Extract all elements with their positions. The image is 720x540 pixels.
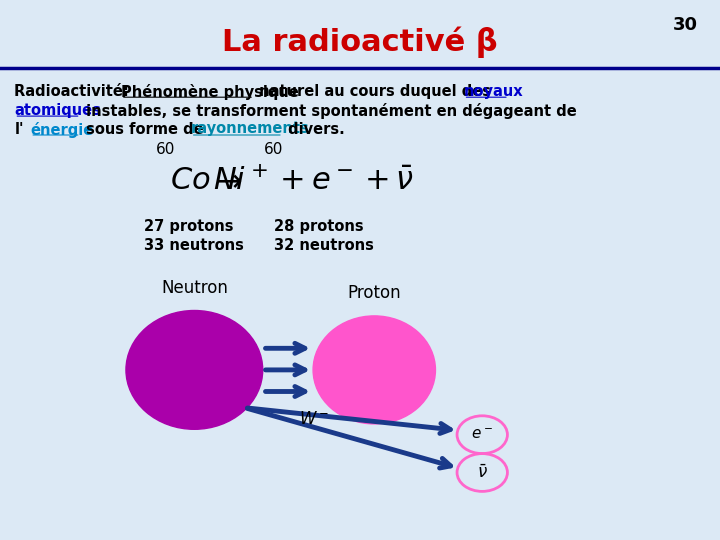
Text: divers.: divers.	[283, 122, 345, 137]
Text: rayonnements: rayonnements	[191, 122, 310, 137]
Text: instables, se transforment spontanément en dégageant de: instables, se transforment spontanément …	[81, 103, 577, 119]
Text: Radioactivité:: Radioactivité:	[14, 84, 134, 99]
Text: Proton: Proton	[348, 285, 401, 302]
Text: $W^-$: $W^-$	[299, 409, 329, 428]
Text: $Ni^+ + e^- + \bar{\nu}$: $Ni^+ + e^- + \bar{\nu}$	[212, 166, 413, 195]
Text: Phénomène physique: Phénomène physique	[121, 84, 299, 100]
Text: naturel au cours duquel des: naturel au cours duquel des	[254, 84, 496, 99]
Text: 28 protons: 28 protons	[274, 219, 363, 234]
Ellipse shape	[313, 316, 436, 424]
Text: Neutron: Neutron	[161, 279, 228, 297]
Text: 60: 60	[264, 141, 283, 157]
Text: 27 protons: 27 protons	[144, 219, 233, 234]
Text: $\rightarrow$: $\rightarrow$	[211, 166, 243, 195]
Text: 32 neutrons: 32 neutrons	[274, 238, 374, 253]
Ellipse shape	[126, 310, 263, 429]
Text: atomiques: atomiques	[14, 103, 102, 118]
Text: 60: 60	[156, 141, 175, 157]
Text: noyaux: noyaux	[464, 84, 523, 99]
Text: La radioactivé β: La radioactivé β	[222, 27, 498, 58]
Text: $Co$: $Co$	[171, 166, 211, 195]
Text: $\bar{\nu}$: $\bar{\nu}$	[477, 463, 487, 482]
Text: $e^-$: $e^-$	[472, 427, 493, 442]
Text: énergie: énergie	[30, 122, 94, 138]
Text: l': l'	[14, 122, 24, 137]
Text: sous forme de: sous forme de	[81, 122, 208, 137]
Text: 33 neutrons: 33 neutrons	[144, 238, 244, 253]
Text: 30: 30	[673, 16, 698, 34]
